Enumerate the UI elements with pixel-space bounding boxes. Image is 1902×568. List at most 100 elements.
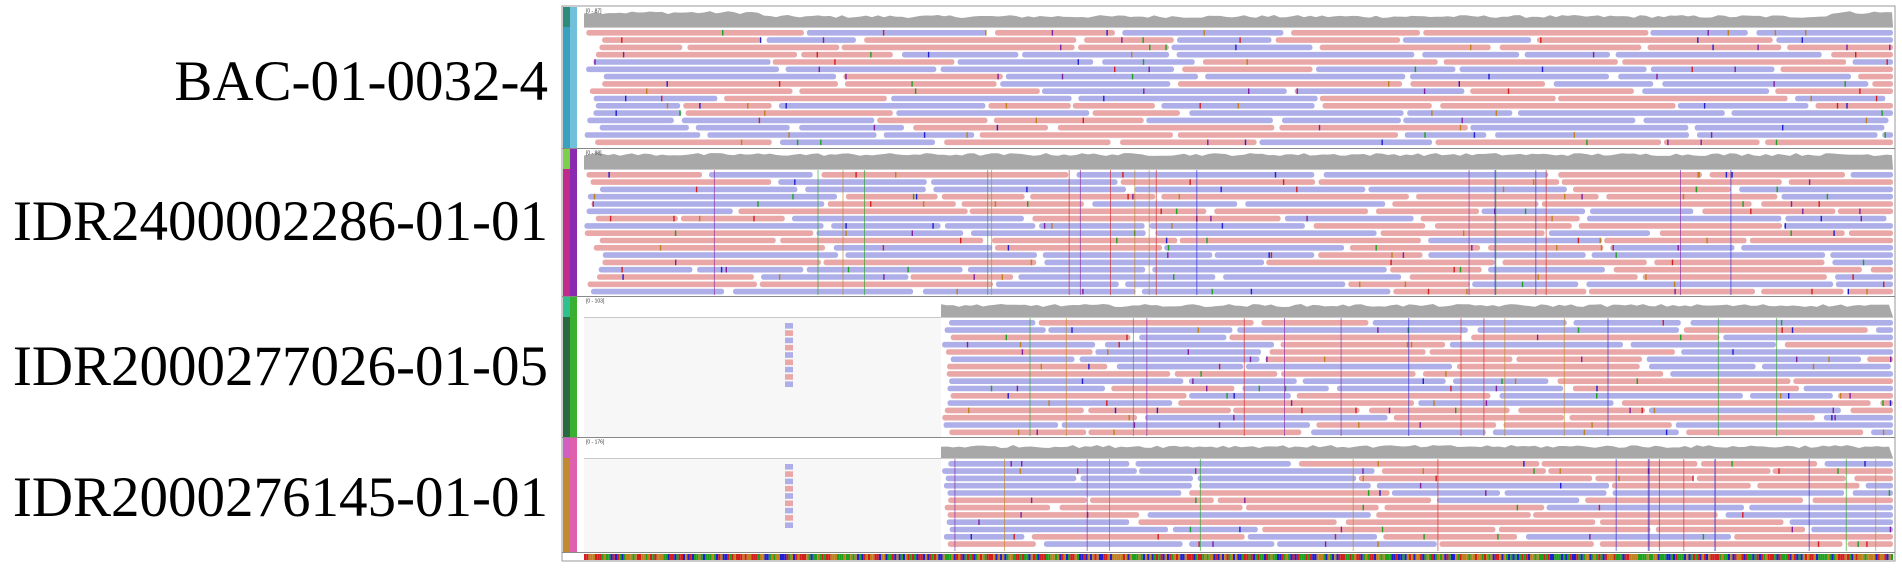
sequence-base [1015,554,1018,560]
read [1546,504,1744,511]
sequence-base [843,554,846,560]
sequence-base [1252,554,1255,560]
sequence-base [1334,554,1337,560]
read [785,359,793,366]
sequence-base [1798,554,1801,560]
mismatch [1334,534,1337,540]
sequence-base [1565,554,1568,560]
mismatch [1641,407,1643,414]
sequence-base [1063,554,1066,560]
mismatch [1727,30,1729,36]
sequence-base [1081,554,1084,560]
mismatch [1698,172,1700,178]
sequence-base [1578,554,1581,560]
sequence-base [1446,554,1449,560]
sequence-base [1195,554,1198,560]
sequence-base [1037,554,1040,560]
read [1189,541,1275,547]
sequence-base [634,554,637,560]
sequence-base [1886,554,1889,560]
read [1149,223,1305,229]
sequence-base [683,554,686,560]
sequence-base [916,554,919,560]
read [590,179,772,185]
read [922,288,1136,295]
read [778,103,986,109]
read [1146,117,1273,124]
sequence-base [1732,554,1735,560]
read [1694,124,1885,131]
sequence-base [1545,554,1548,560]
read [1031,534,1245,540]
sequence-base [1644,554,1647,560]
read [1524,51,1610,58]
mismatch [1596,385,1598,392]
read [1677,103,1809,109]
mismatch [1060,44,1062,51]
read [1000,81,1171,87]
mismatch [1455,407,1457,414]
sequence-base [1510,554,1513,560]
mismatch [968,407,970,414]
read [785,485,793,492]
read [1803,385,1893,392]
read [1557,378,1791,384]
sequence-base [874,554,877,560]
mismatch [1377,327,1379,333]
mismatch [883,274,885,280]
sequence-base [1244,554,1247,560]
sequence-base [801,554,804,560]
sequence-base [1248,554,1251,560]
read [589,88,793,94]
sequence-base [1197,554,1200,560]
mismatch [845,230,847,236]
sequence-base [1470,554,1473,560]
sequence-base [997,554,1000,560]
mismatch [659,245,662,251]
sequence-base [1796,554,1799,560]
read [1659,230,1845,236]
mismatch [1433,400,1435,406]
mismatch [622,274,624,280]
read [943,482,1192,489]
sequence-base [1556,554,1559,560]
mismatch [1036,429,1038,436]
read [841,44,1075,51]
sequence-base [1453,554,1456,560]
read [1259,139,1433,146]
sequence-base [973,554,976,560]
mismatch [1149,44,1151,51]
mismatch [915,193,918,200]
mismatch [609,215,612,222]
read [1697,132,1878,138]
mismatch [1107,349,1109,355]
sequence-base [896,554,899,560]
sample-label: IDR2000277026-01-05 [13,335,548,398]
sequence-base [1120,554,1123,560]
read [1076,172,1315,178]
mismatch [1629,407,1631,414]
sequence-base [1307,554,1310,560]
read [1852,59,1893,65]
read [1135,461,1291,467]
sequence-base [1633,554,1636,560]
sequence-base [1202,554,1205,560]
read [1319,44,1491,51]
sequence-base [641,554,644,560]
read [1174,371,1278,377]
sequence-base [925,554,928,560]
mismatch [621,266,623,273]
mismatch [1844,81,1846,87]
sequence-base [1373,554,1376,560]
sequence-base [1888,554,1891,560]
read [1042,88,1287,94]
read [1120,179,1316,185]
mismatch [1189,179,1191,185]
sequence-base [722,554,725,560]
read [957,59,1094,65]
sequence-base [1046,554,1049,560]
mismatch [1128,414,1130,421]
sequence-base [1459,554,1462,560]
sequence-base [995,554,998,560]
sequence-base [1679,554,1682,560]
